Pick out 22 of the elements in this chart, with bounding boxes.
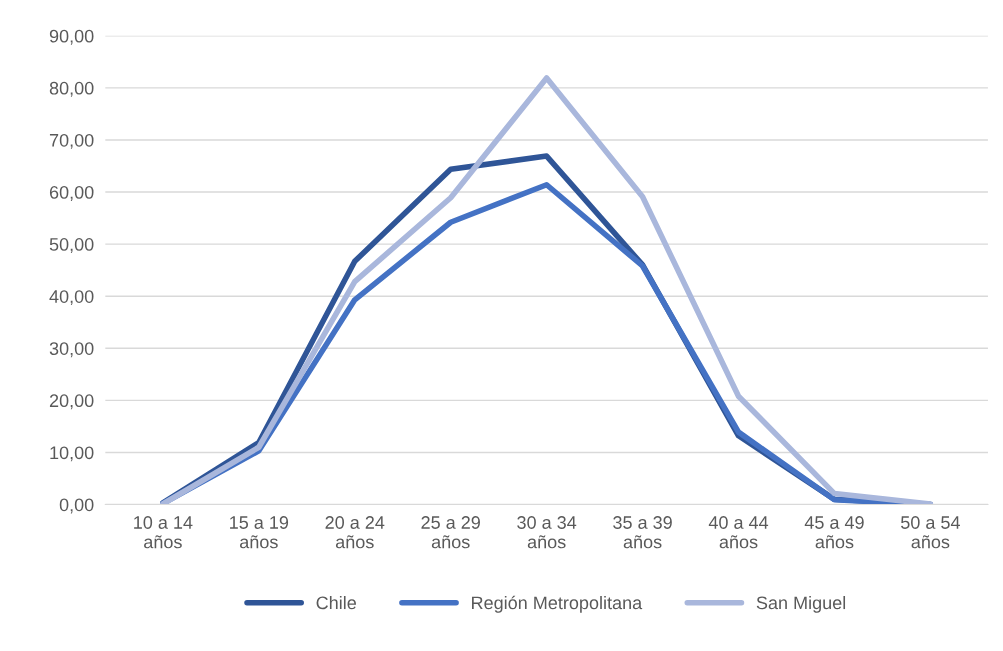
x-tick-label: 25 a 29 años: [421, 516, 480, 549]
y-tick-label: 40,00: [49, 290, 94, 306]
x-tick-label: 10 a 14 años: [134, 516, 193, 549]
y-tick-label: 0,00: [59, 498, 94, 514]
x-tick-label: 15 a 19 años: [230, 516, 289, 549]
legend-label: San Miguel: [756, 595, 846, 613]
y-tick-label: 10,00: [50, 446, 94, 462]
y-tick-label: 80,00: [49, 81, 94, 97]
y-tick-label: 60,00: [49, 185, 94, 201]
x-tick-label: 45 a 49 años: [804, 516, 864, 549]
x-tick-label: 50 a 54 años: [901, 516, 960, 549]
x-tick-label: 30 a 34 años: [517, 516, 577, 549]
y-tick-label: 90,00: [49, 29, 94, 45]
legend-label: Chile: [316, 595, 356, 610]
y-tick-label: 20,00: [49, 394, 94, 410]
y-tick-label: 30,00: [49, 342, 94, 358]
x-tick-label: 40 a 44 años: [708, 516, 769, 549]
y-tick-label: 50,00: [49, 238, 94, 253]
x-tick-label: 20 a 24 años: [325, 516, 385, 549]
y-tick-label: 70,00: [49, 133, 94, 149]
legend-label: Región Metropolitana: [472, 595, 643, 613]
x-tick-label: 35 a 39 años: [613, 516, 672, 549]
